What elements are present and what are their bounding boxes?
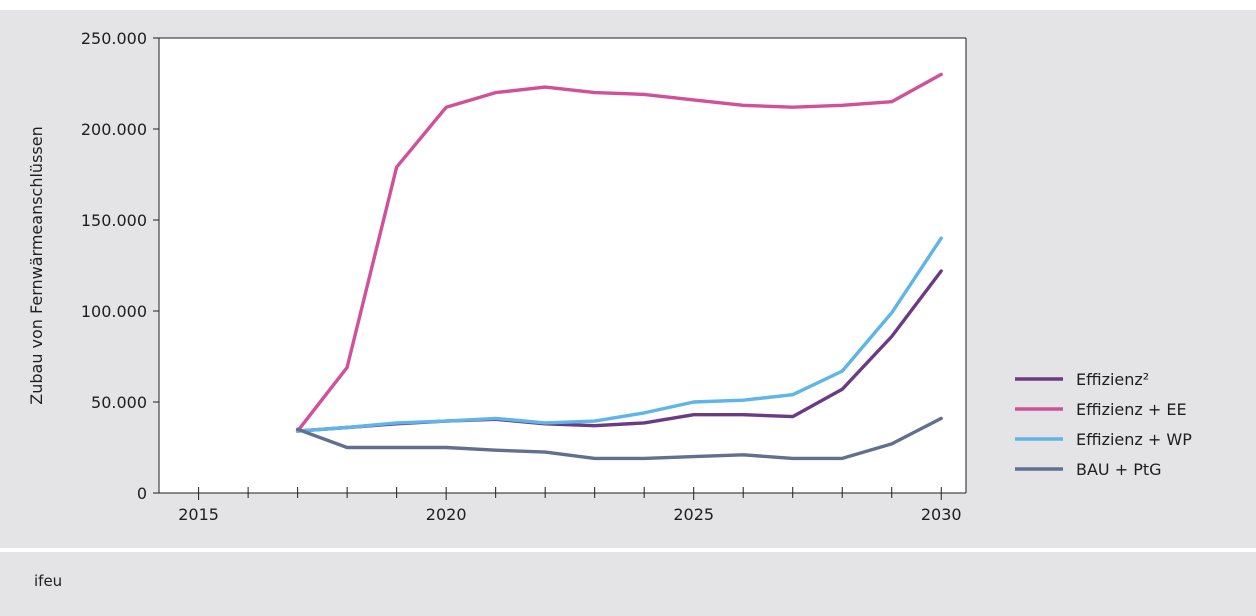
legend-label: Effizienz² xyxy=(1076,370,1149,389)
y-tick-label: 250.000 xyxy=(81,29,147,48)
legend-label: BAU + PtG xyxy=(1076,460,1162,479)
plot-area xyxy=(159,38,966,493)
source-panel: ifeu xyxy=(0,552,1256,616)
x-tick-label: 2020 xyxy=(426,505,467,524)
series-line xyxy=(295,72,943,433)
y-tick-label: 150.000 xyxy=(81,211,147,230)
series-line xyxy=(295,236,943,433)
x-tick-label: 2030 xyxy=(921,505,962,524)
source-label: ifeu xyxy=(34,572,63,590)
legend-label: Effizienz + WP xyxy=(1076,430,1192,449)
series-line xyxy=(295,416,943,461)
y-tick-label: 50.000 xyxy=(91,393,147,412)
y-tick-label: 200.000 xyxy=(81,120,147,139)
line-chart: 0 50.000 100.000 150.000 200.000 250.000 2015 2… xyxy=(27,29,1192,524)
x-tick-label: 2025 xyxy=(673,505,714,524)
legend: Effizienz² Effizienz + EE Effizienz + WP BA… xyxy=(1015,370,1192,479)
y-tick-label: 0 xyxy=(137,484,147,503)
grid xyxy=(159,38,966,493)
y-axis-title: Zubau von Fernwärmeanschlüssen xyxy=(27,126,46,404)
series-lines xyxy=(295,72,943,461)
y-tick-label: 100.000 xyxy=(81,302,147,321)
chart-panel: 0 50.000 100.000 150.000 200.000 250.000 2015 2… xyxy=(0,10,1256,548)
legend-label: Effizienz + EE xyxy=(1076,400,1187,419)
x-tick-label: 2015 xyxy=(178,505,219,524)
axes: 0 50.000 100.000 150.000 200.000 250.000 2015 2… xyxy=(27,29,967,524)
